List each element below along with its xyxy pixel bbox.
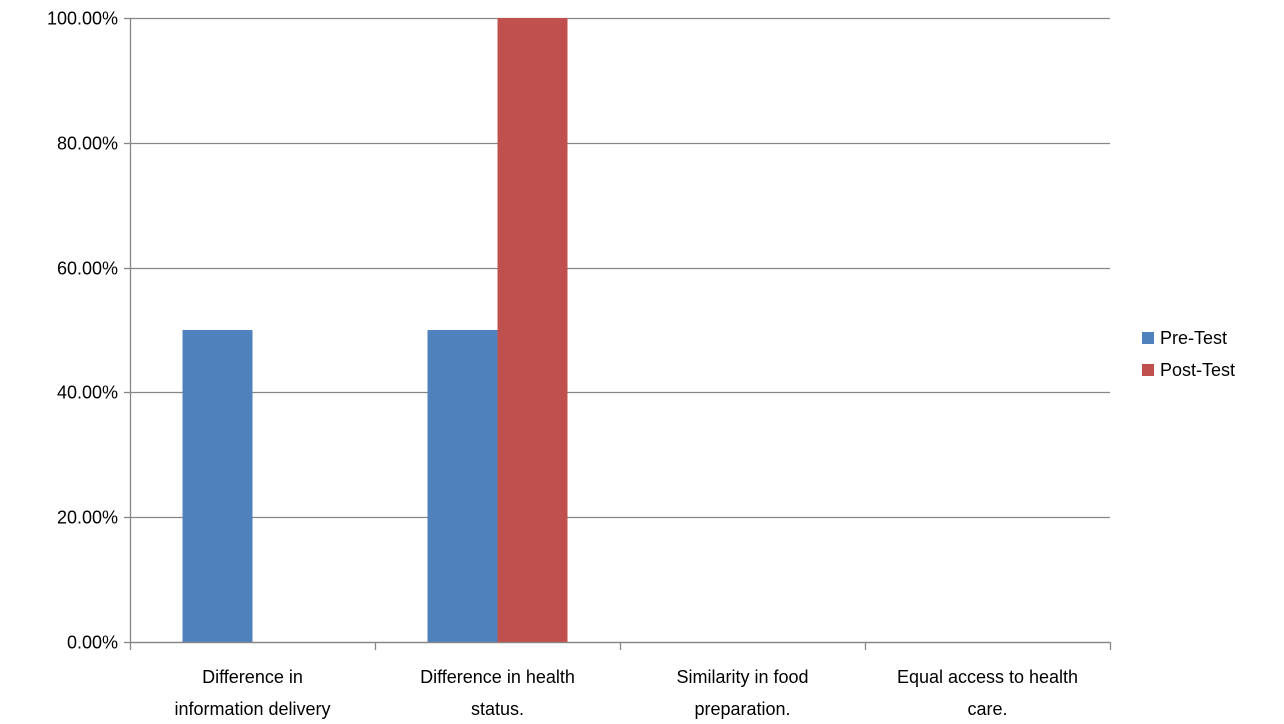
- category-label: Difference in health status.: [420, 667, 575, 719]
- category-label-line: Difference in health: [420, 667, 575, 687]
- legend-swatch: [1142, 332, 1154, 344]
- category-label: Equal access to health care.: [897, 667, 1078, 719]
- category-label-line: Equal access to health: [897, 667, 1078, 687]
- category-label-line: Difference in: [202, 667, 303, 687]
- legend: Pre-Test Post-Test: [1142, 328, 1235, 380]
- y-tick-label: 0.00%: [67, 633, 118, 653]
- bar-post-test-1: [497, 18, 568, 642]
- bars: [182, 18, 568, 642]
- category-label-line: preparation.: [694, 699, 790, 719]
- bar-pre-test-0: [182, 330, 253, 642]
- category-label: Difference in information delivery: [174, 667, 330, 719]
- y-tick-label: 100.00%: [47, 9, 118, 29]
- category-labels: Difference in information deliveryDiffere…: [174, 667, 1078, 719]
- legend-label: Pre-Test: [1160, 328, 1227, 348]
- bar-pre-test-1: [427, 330, 498, 642]
- y-tick-label: 20.00%: [57, 508, 118, 528]
- legend-label: Post-Test: [1160, 360, 1235, 380]
- gridlines: [130, 17, 1110, 644]
- category-label-line: Similarity in food: [676, 667, 808, 687]
- axes: [124, 17, 1112, 650]
- y-tick-labels: 0.00% 20.00% 40.00% 60.00% 80.00% 100.00%: [47, 9, 118, 653]
- legend-swatch: [1142, 364, 1154, 376]
- category-label-line: care.: [967, 699, 1007, 719]
- category-label-line: information delivery: [174, 699, 330, 719]
- category-label-line: status.: [471, 699, 524, 719]
- y-tick-label: 60.00%: [57, 259, 118, 279]
- category-label: Similarity in food preparation.: [676, 667, 808, 719]
- y-tick-label: 40.00%: [57, 383, 118, 403]
- y-tick-label: 80.00%: [57, 134, 118, 154]
